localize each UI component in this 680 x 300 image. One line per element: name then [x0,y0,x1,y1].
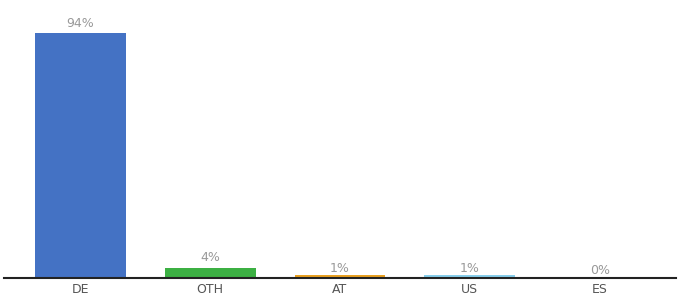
Text: 1%: 1% [460,262,480,275]
Text: 4%: 4% [200,251,220,264]
Bar [424,275,515,278]
Bar [35,33,126,278]
Bar [294,275,386,278]
Text: 0%: 0% [590,264,610,277]
Text: 94%: 94% [66,17,94,30]
Text: 1%: 1% [330,262,350,275]
Bar [165,268,256,278]
